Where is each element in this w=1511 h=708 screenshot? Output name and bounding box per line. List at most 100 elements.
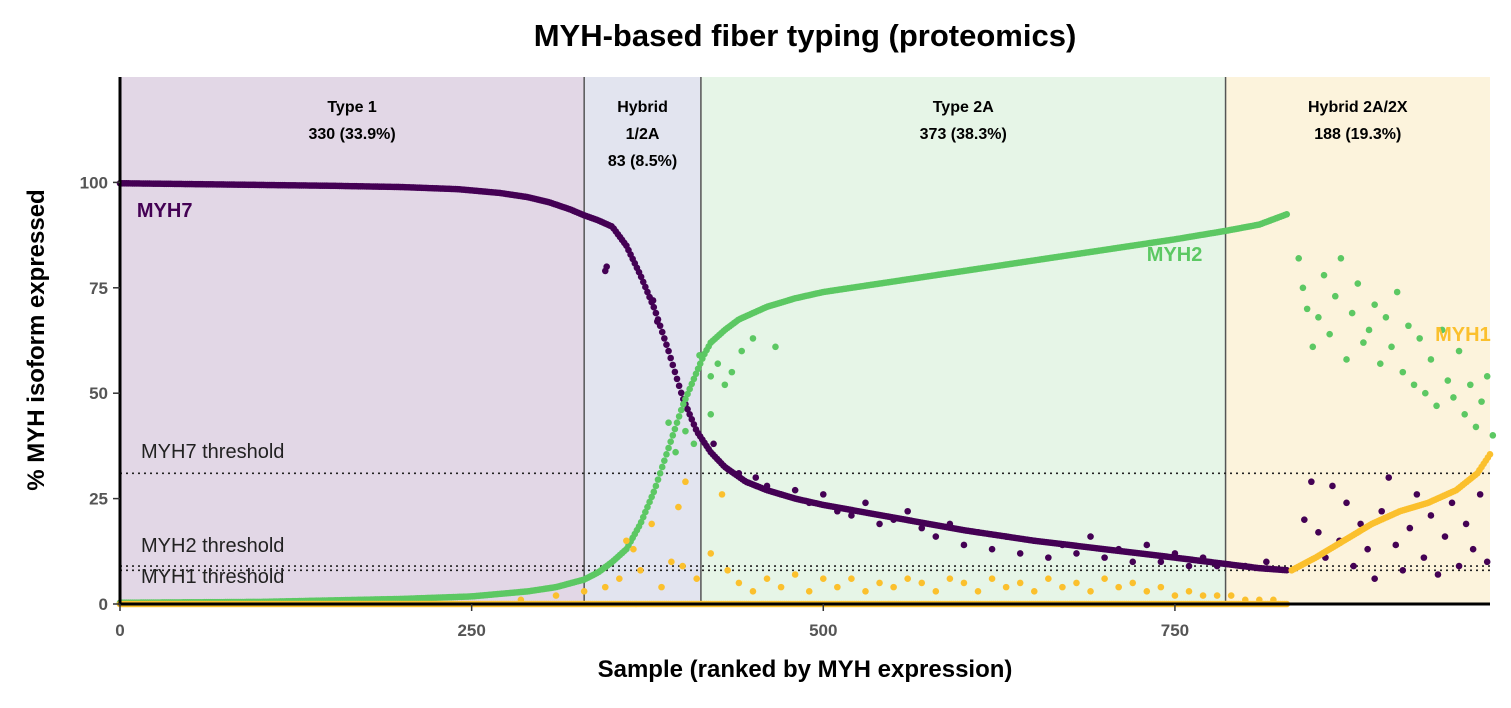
myh1-point [890, 583, 897, 591]
myh7-point [1399, 566, 1407, 574]
myh7-point [1030, 537, 1038, 545]
myh7-point [752, 474, 760, 481]
myh2-point [738, 347, 746, 355]
region-count: 373 (38.3%) [920, 126, 1007, 143]
myh1-point [791, 571, 799, 578]
myh2-point [644, 503, 651, 511]
myh2-point [1376, 360, 1384, 367]
myh2-point [671, 425, 679, 433]
myh7-point [1002, 533, 1010, 540]
myh2-point [665, 444, 672, 452]
myh7-point [1101, 554, 1108, 561]
myh7-point [1378, 507, 1385, 515]
myh2-point [680, 400, 687, 408]
myh1-point [1171, 592, 1179, 599]
myh7-point [1343, 499, 1350, 507]
myh7-point [673, 375, 681, 383]
myh7-point [1427, 512, 1435, 519]
myh7-point [1129, 558, 1137, 566]
myh7-point [1329, 482, 1336, 490]
myh2-point [665, 419, 672, 427]
myh7-point [665, 347, 672, 355]
myh2-point [688, 380, 696, 388]
myh7-point [890, 516, 897, 523]
region-name: Hybrid [617, 99, 668, 116]
myh2-point [714, 360, 722, 367]
myh2-point [1461, 410, 1468, 418]
myh2-point [1472, 423, 1480, 431]
y-tick-label: 50 [89, 384, 108, 403]
myh1-point [1045, 575, 1052, 583]
myh1-point [1059, 583, 1066, 591]
x-tick-label: 500 [809, 621, 837, 640]
myh2-point [686, 385, 693, 393]
myh2-point [1388, 343, 1395, 351]
myh1-point [1185, 588, 1193, 595]
myh7-point [1364, 545, 1371, 553]
myh7-point [946, 520, 954, 528]
myh2-point [1326, 330, 1333, 338]
myh1-point [932, 588, 940, 595]
myh2-point [690, 440, 698, 448]
myh1-point [1213, 592, 1221, 599]
myh7-point [988, 545, 996, 553]
myh7-point [1357, 520, 1364, 528]
myh2-point [654, 476, 662, 483]
myh7-point [710, 440, 717, 448]
myh1-point [682, 478, 689, 486]
myh7-point [1016, 550, 1024, 557]
myh2-point [663, 451, 670, 458]
myh2-point [694, 365, 702, 373]
myh1-point [1101, 575, 1108, 583]
myh1-point [675, 503, 682, 511]
myh7-point [1185, 562, 1193, 570]
region-count: 188 (19.3%) [1314, 126, 1401, 143]
series-label-myh7: MYH7 [137, 200, 193, 222]
myh1-point [637, 566, 644, 574]
myh1-point [735, 579, 743, 587]
myh2-point [1365, 326, 1373, 334]
myh2-point [1337, 254, 1345, 262]
myh1-point [1115, 583, 1122, 591]
myh1-point [876, 579, 883, 587]
myh7-point [1115, 545, 1122, 553]
myh7-point [834, 507, 841, 515]
myh2-point [672, 448, 679, 456]
myh7-point [1157, 558, 1165, 566]
myh7-point [642, 283, 649, 291]
myh1-point [862, 588, 869, 595]
myh1-point [960, 579, 968, 587]
myh1-point [1241, 596, 1249, 604]
myh7-point [637, 273, 645, 281]
myh7-point [862, 499, 869, 507]
myh2-point [707, 410, 715, 418]
region-name: Type 1 [327, 99, 377, 116]
myh2-point [1444, 377, 1452, 384]
myh2-point [1489, 432, 1497, 439]
myh2-point [1309, 343, 1317, 351]
myh7-point [1143, 541, 1151, 549]
myh2-point [1371, 301, 1378, 308]
myh7-point [819, 491, 827, 498]
myh1-point [1073, 579, 1080, 587]
region-bg-4 [1225, 77, 1490, 604]
myh7-point [1448, 499, 1456, 507]
myh1-point [1270, 596, 1277, 604]
myh7-point [688, 416, 696, 423]
region-count: 83 (8.5%) [608, 153, 677, 170]
myh1-point [580, 588, 588, 595]
myh1-point [1227, 592, 1235, 599]
region-bg-3 [700, 77, 1226, 604]
myh1-point [693, 575, 700, 583]
myh2-point [696, 351, 703, 359]
myh1-point [1002, 583, 1010, 591]
myh1-point [819, 575, 827, 583]
myh2-point [749, 335, 757, 342]
myh7-point [932, 533, 940, 540]
myh1-point [1087, 588, 1094, 595]
myh2-point [1303, 305, 1311, 313]
myh7-point [1199, 554, 1207, 561]
myh1-point [648, 520, 655, 528]
myh2-point [677, 406, 685, 414]
myh7-point [1434, 571, 1442, 578]
